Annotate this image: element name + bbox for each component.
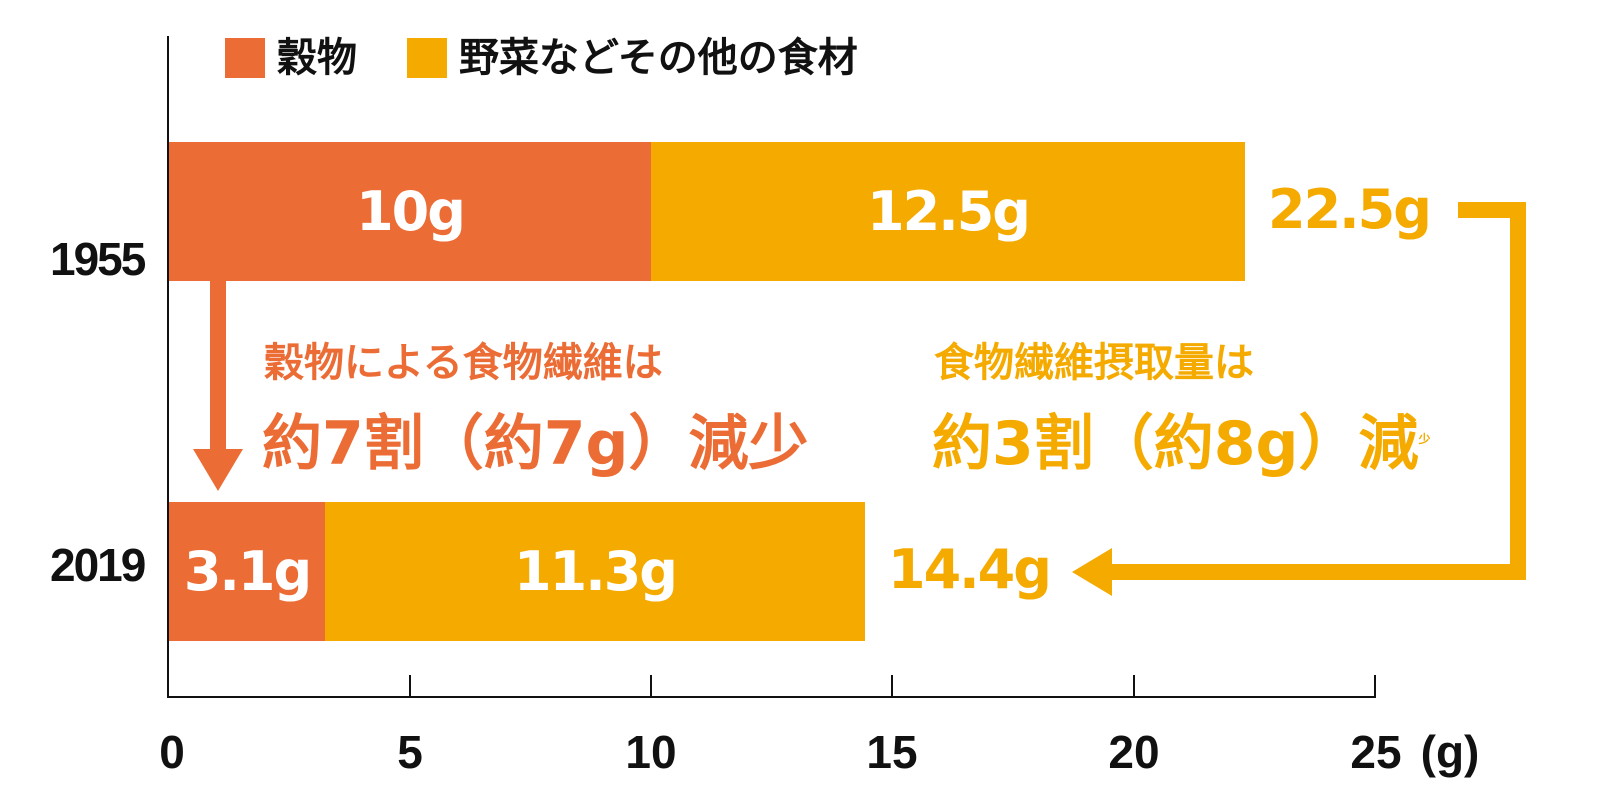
bar-2019-grain: 3.1g xyxy=(169,502,325,641)
x-tick-label: 15 xyxy=(866,726,918,778)
total-label-1955: 22.5g xyxy=(1268,178,1432,241)
bar-value-label: 3.1g xyxy=(183,540,312,603)
legend-label-other: 野菜などその他の食材 xyxy=(459,35,858,81)
annotation-grain-line2: 約7割（約7g）減少 xyxy=(262,409,809,479)
bar-1955-grain: 10g xyxy=(169,142,651,281)
x-axis-unit: (g) xyxy=(1420,726,1480,778)
x-tick-label: 25 xyxy=(1350,726,1402,778)
legend-swatch-other xyxy=(407,38,447,78)
bar-value-label: 10g xyxy=(356,180,466,243)
x-tick-15 xyxy=(891,675,893,697)
x-tick-25 xyxy=(1374,675,1376,697)
x-axis-line xyxy=(167,696,1376,698)
down-arrow-icon xyxy=(193,281,243,493)
annotation-grain-line1: 穀物による食物繊維は xyxy=(264,340,663,386)
annotation-total-line2: 約3割（約8g）減少 xyxy=(932,395,1430,482)
x-tick-label: 0 xyxy=(159,726,185,778)
annotation-total-line2-tail: 少 xyxy=(1418,432,1431,446)
x-tick-label: 5 xyxy=(397,726,423,778)
bar-2019-other: 11.3g xyxy=(325,502,865,641)
x-tick-5 xyxy=(409,675,411,697)
x-tick-label: 10 xyxy=(625,726,677,778)
x-tick-10 xyxy=(650,675,652,697)
bar-value-label: 11.3g xyxy=(514,540,678,603)
annotation-total-line1: 食物繊維摂取量は xyxy=(934,340,1254,386)
annotation-total-line2-main: 約3割（約8g）減 xyxy=(932,409,1419,479)
bar-value-label: 12.5g xyxy=(867,180,1031,243)
x-tick-20 xyxy=(1133,675,1135,697)
category-label-1955: 1955 xyxy=(50,233,146,285)
total-label-2019: 14.4g xyxy=(888,538,1052,601)
bar-1955-other: 12.5g xyxy=(651,142,1245,281)
y-axis-line xyxy=(167,36,169,698)
bracket-arrow-icon xyxy=(1070,200,1530,600)
x-tick-label: 20 xyxy=(1108,726,1160,778)
category-label-2019: 2019 xyxy=(50,539,146,591)
legend-label-grain: 穀物 xyxy=(277,35,357,81)
legend-swatch-grain xyxy=(225,38,265,78)
legend: 穀物 野菜などその他の食材 xyxy=(225,38,858,78)
